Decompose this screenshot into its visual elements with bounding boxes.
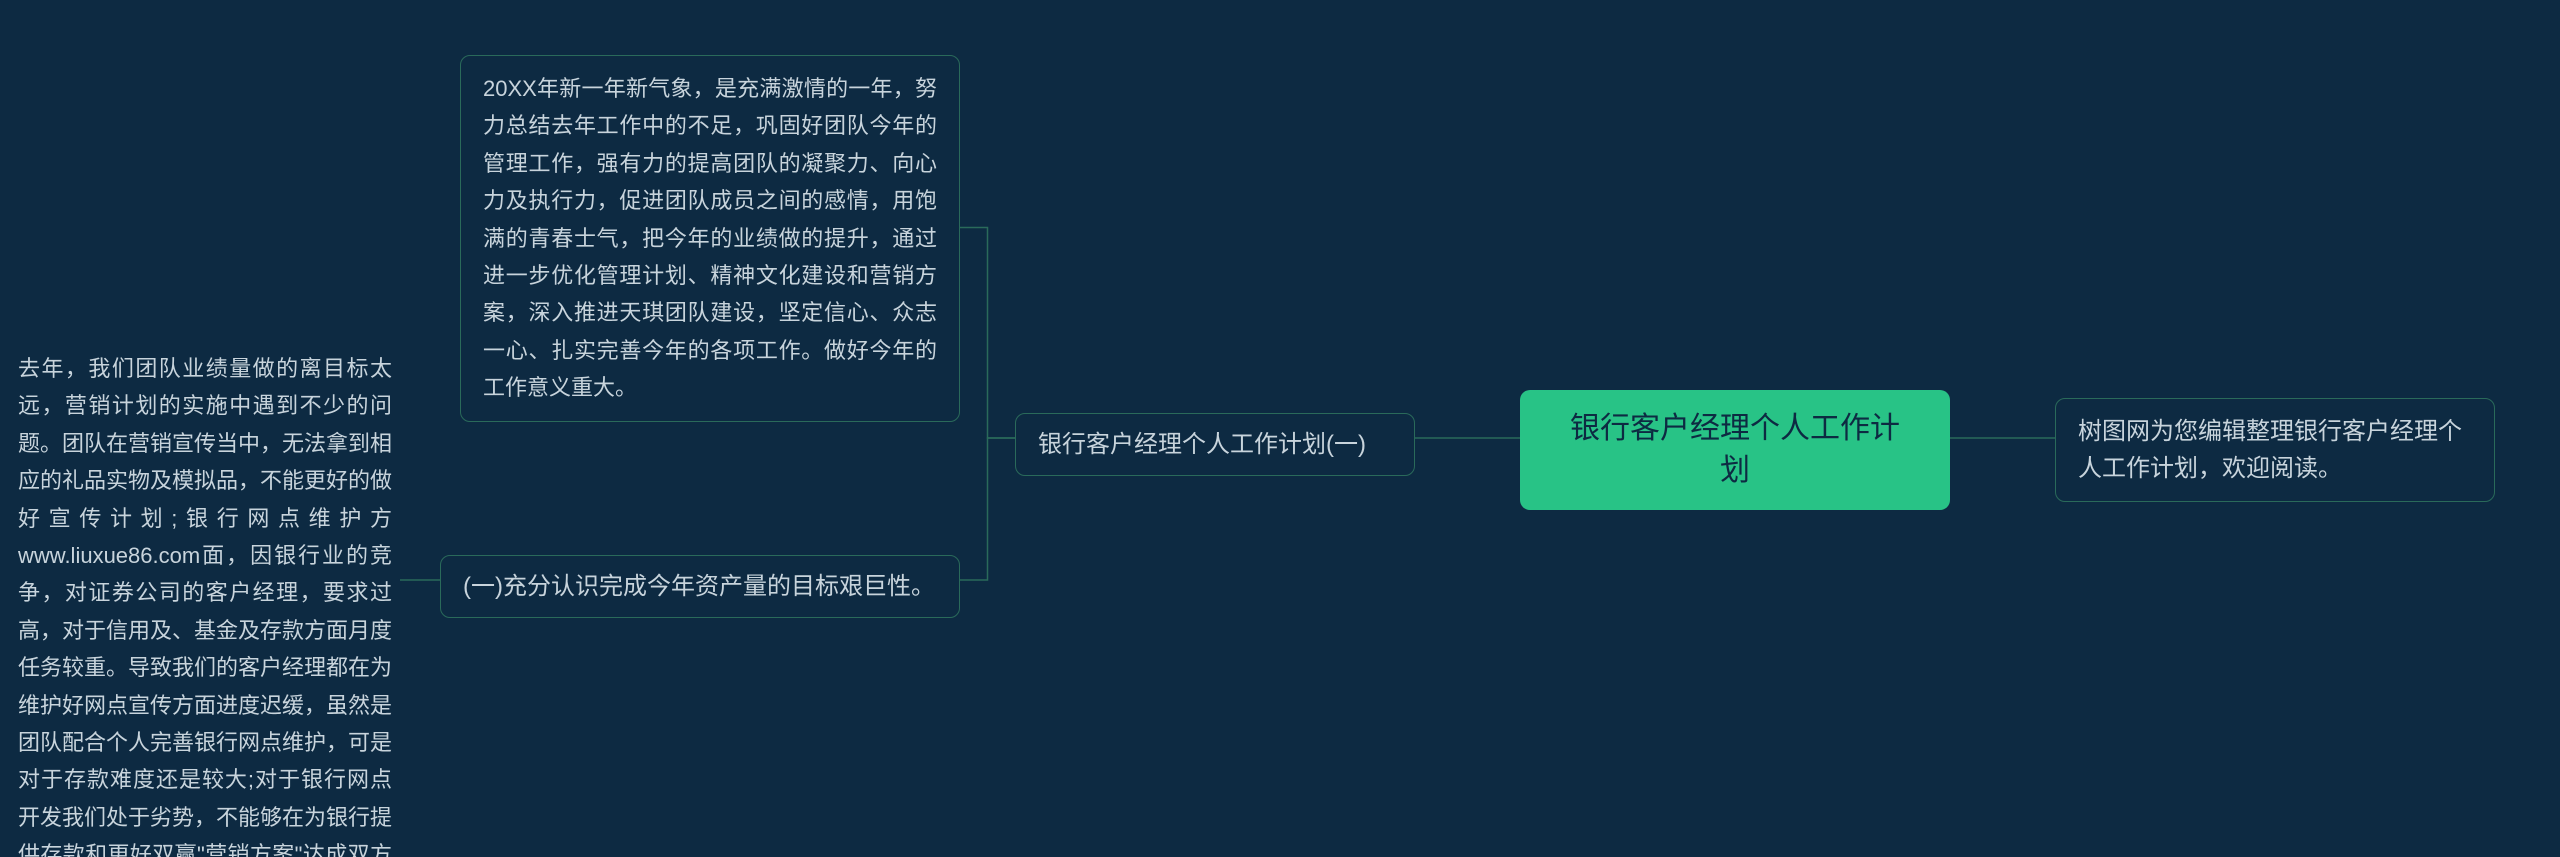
node-plan-1b-text: (一)充分认识完成今年资产量的目标艰巨性。 bbox=[463, 573, 935, 600]
edge-left1-left1b bbox=[960, 438, 1015, 580]
node-right-intro[interactable]: 树图网为您编辑整理银行客户经理个人工作计划，欢迎阅读。 bbox=[2055, 398, 2495, 502]
edge-left1-left1a bbox=[960, 228, 1015, 439]
root-line2: 划 bbox=[1720, 454, 1750, 487]
node-right-intro-text: 树图网为您编辑整理银行客户经理个人工作计划，欢迎阅读。 bbox=[2078, 418, 2462, 482]
root-line1: 银行客户经理个人工作计 bbox=[1570, 412, 1900, 445]
mindmap-root[interactable]: 银行客户经理个人工作计 划 bbox=[1520, 390, 1950, 510]
node-plan-1a-text: 20XX年新一年新气象，是充满激情的一年，努力总结去年工作中的不足，巩固好团队今… bbox=[483, 76, 937, 400]
node-plan-1b1[interactable]: 去年，我们团队业绩量做的离目标太远，营销计划的实施中遇到不少的问题。团队在营销宣… bbox=[10, 340, 400, 857]
node-plan-1a[interactable]: 20XX年新一年新气象，是充满激情的一年，努力总结去年工作中的不足，巩固好团队今… bbox=[460, 55, 960, 422]
node-plan-1[interactable]: 银行客户经理个人工作计划(一) bbox=[1015, 413, 1415, 476]
node-plan-1b[interactable]: (一)充分认识完成今年资产量的目标艰巨性。 bbox=[440, 555, 960, 618]
node-plan-1b1-text: 去年，我们团队业绩量做的离目标太远，营销计划的实施中遇到不少的问题。团队在营销宣… bbox=[18, 356, 392, 857]
node-plan-1-text: 银行客户经理个人工作计划(一) bbox=[1038, 431, 1366, 458]
